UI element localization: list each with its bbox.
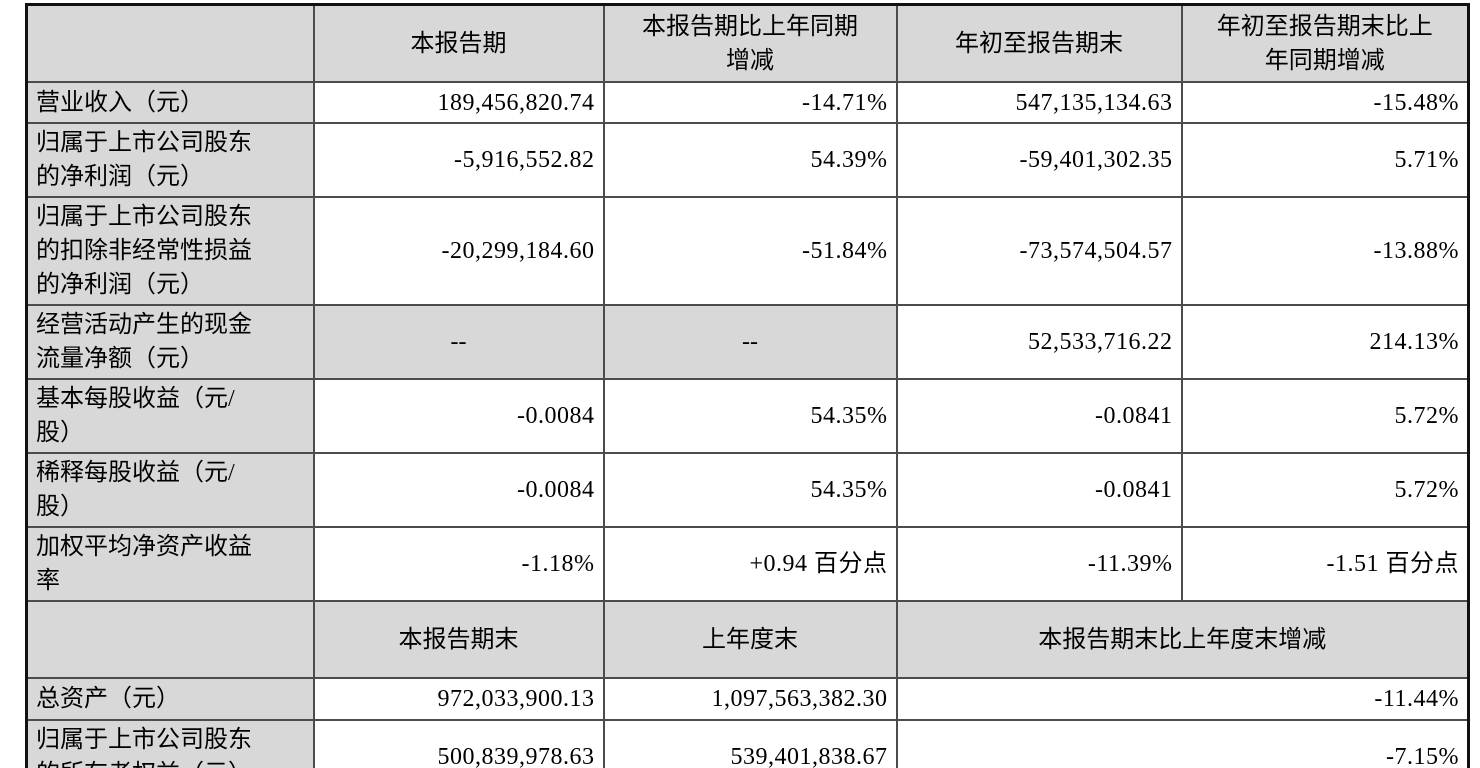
cell-value: -1.18%	[312, 526, 605, 602]
table-row-total-assets: 总资产（元） 972,033,900.13 1,097,563,382.30 -…	[25, 677, 1470, 721]
cell-value: 5.72%	[1180, 378, 1470, 454]
corner-cell	[25, 3, 315, 83]
table-row-weighted-avg-roe: 加权平均净资产收益 率 -1.18% +0.94 百分点 -11.39% -1.…	[25, 526, 1470, 602]
row-label: 总资产（元）	[25, 677, 315, 721]
cell-value: -13.88%	[1180, 196, 1470, 306]
header-ytd: 年初至报告期末	[895, 3, 1183, 83]
cell-value: 189,456,820.74	[312, 81, 605, 124]
table-row-net-profit: 归属于上市公司股东 的净利润（元） -5,916,552.82 54.39% -…	[25, 122, 1470, 198]
header-end-of-period: 本报告期末	[312, 600, 605, 679]
table-row-net-profit-excl-nonrecurring: 归属于上市公司股东 的扣除非经常性损益 的净利润（元） -20,299,184.…	[25, 196, 1470, 306]
cell-value: 52,533,716.22	[895, 304, 1183, 380]
cell-value: 5.72%	[1180, 452, 1470, 528]
cell-value: -73,574,504.57	[895, 196, 1183, 306]
cell-value: 54.35%	[602, 452, 898, 528]
cell-value: -59,401,302.35	[895, 122, 1183, 198]
cell-value: -0.0841	[895, 452, 1183, 528]
section2-header-row: 本报告期末 上年度末 本报告期末比上年度末增减	[25, 600, 1470, 679]
cell-value: +0.94 百分点	[602, 526, 898, 602]
header-ytd-yoy-change: 年初至报告期末比上 年同期增减	[1180, 3, 1470, 83]
header-period-end-vs-year-end-change: 本报告期末比上年度末增减	[895, 600, 1470, 679]
cell-value: -0.0084	[312, 452, 605, 528]
section1-header-row: 本报告期 本报告期比上年同期 增减 年初至报告期末 年初至报告期末比上 年同期增…	[25, 3, 1470, 83]
cell-value: -14.71%	[602, 81, 898, 124]
cell-value: 972,033,900.13	[312, 677, 605, 721]
row-label: 经营活动产生的现金 流量净额（元）	[25, 304, 315, 380]
row-label: 归属于上市公司股东 的净利润（元）	[25, 122, 315, 198]
cell-value: 539,401,838.67	[602, 719, 898, 768]
table-row-diluted-eps: 稀释每股收益（元/ 股） -0.0084 54.35% -0.0841 5.72…	[25, 452, 1470, 528]
cell-value: 5.71%	[1180, 122, 1470, 198]
cell-value: -11.39%	[895, 526, 1183, 602]
table-row-basic-eps: 基本每股收益（元/ 股） -0.0084 54.35% -0.0841 5.72…	[25, 378, 1470, 454]
cell-value: -7.15%	[895, 719, 1470, 768]
cell-value: 54.35%	[602, 378, 898, 454]
row-label: 营业收入（元）	[25, 81, 315, 124]
row-label: 加权平均净资产收益 率	[25, 526, 315, 602]
cell-value: 54.39%	[602, 122, 898, 198]
cell-value: 1,097,563,382.30	[602, 677, 898, 721]
cell-value: 547,135,134.63	[895, 81, 1183, 124]
cell-value: 214.13%	[1180, 304, 1470, 380]
table-row-owners-equity: 归属于上市公司股东 的所有者权益（元） 500,839,978.63 539,4…	[25, 719, 1470, 768]
header-end-of-last-year: 上年度末	[602, 600, 898, 679]
row-label: 基本每股收益（元/ 股）	[25, 378, 315, 454]
header-current-period: 本报告期	[312, 3, 605, 83]
row-label: 归属于上市公司股东 的所有者权益（元）	[25, 719, 315, 768]
cell-value: -11.44%	[895, 677, 1470, 721]
cell-value: -51.84%	[602, 196, 898, 306]
financial-summary-table: 本报告期 本报告期比上年同期 增减 年初至报告期末 年初至报告期末比上 年同期增…	[25, 3, 1470, 768]
cell-value: -20,299,184.60	[312, 196, 605, 306]
corner-cell	[25, 600, 315, 679]
row-label: 稀释每股收益（元/ 股）	[25, 452, 315, 528]
cell-value: 500,839,978.63	[312, 719, 605, 768]
cell-value-na: --	[312, 304, 605, 380]
cell-value: -0.0841	[895, 378, 1183, 454]
header-current-period-yoy-change: 本报告期比上年同期 增减	[602, 3, 898, 83]
table-row-operating-cash-flow: 经营活动产生的现金 流量净额（元） -- -- 52,533,716.22 21…	[25, 304, 1470, 380]
cell-value: -15.48%	[1180, 81, 1470, 124]
cell-value: -5,916,552.82	[312, 122, 605, 198]
cell-value-na: --	[602, 304, 898, 380]
row-label: 归属于上市公司股东 的扣除非经常性损益 的净利润（元）	[25, 196, 315, 306]
cell-value: -0.0084	[312, 378, 605, 454]
table-row-operating-revenue: 营业收入（元） 189,456,820.74 -14.71% 547,135,1…	[25, 81, 1470, 124]
cell-value: -1.51 百分点	[1180, 526, 1470, 602]
